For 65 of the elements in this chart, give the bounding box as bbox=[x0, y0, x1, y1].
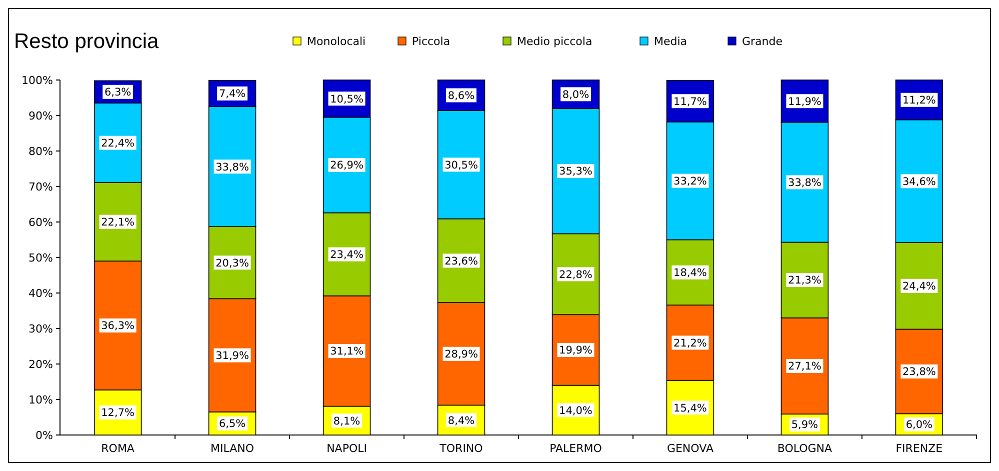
y-tick-label: 90% bbox=[28, 109, 53, 122]
data-label: 22,1% bbox=[101, 216, 135, 228]
y-tick-label: 80% bbox=[28, 144, 53, 158]
data-label: 11,2% bbox=[902, 94, 936, 107]
x-tick-label: BOLOGNA bbox=[777, 442, 833, 455]
legend-label: Grande bbox=[742, 35, 783, 48]
x-tick-label: TORINO bbox=[438, 442, 484, 455]
legend-label: Monolocali bbox=[307, 35, 366, 48]
y-tick-label: 0% bbox=[36, 428, 53, 442]
data-label: 8,0% bbox=[562, 88, 590, 101]
data-label: 33,2% bbox=[674, 175, 707, 188]
data-label: 8,4% bbox=[448, 414, 475, 427]
data-label: 36,3% bbox=[101, 320, 135, 332]
data-label: 10,5% bbox=[330, 93, 364, 106]
data-label: 33,8% bbox=[788, 176, 822, 189]
x-tick-label: PALERMO bbox=[550, 442, 602, 455]
x-tick-label: MILANO bbox=[210, 442, 254, 455]
data-label: 28,9% bbox=[444, 348, 478, 361]
data-label: 6,0% bbox=[906, 419, 933, 432]
data-label: 5,9% bbox=[791, 419, 818, 432]
data-label: 31,1% bbox=[330, 346, 364, 358]
y-tick-label: 30% bbox=[28, 322, 53, 336]
data-label: 14,0% bbox=[559, 404, 592, 417]
data-label: 7,4% bbox=[218, 88, 246, 100]
data-label: 26,9% bbox=[330, 160, 364, 172]
legend-label: Piccola bbox=[412, 35, 450, 48]
data-label: 6,5% bbox=[218, 418, 246, 430]
data-label: 23,8% bbox=[902, 366, 936, 378]
data-label: 34,6% bbox=[902, 176, 936, 188]
data-label: 22,4% bbox=[101, 138, 135, 150]
data-label: 22,8% bbox=[559, 268, 592, 281]
data-label: 24,4% bbox=[902, 280, 936, 293]
y-tick-label: 70% bbox=[28, 180, 53, 194]
data-label: 33,8% bbox=[216, 161, 249, 174]
data-label: 18,4% bbox=[674, 267, 707, 280]
data-label: 23,4% bbox=[330, 248, 364, 261]
data-label: 21,3% bbox=[788, 274, 822, 287]
data-label: 31,9% bbox=[216, 350, 249, 362]
legend-label: Medio piccola bbox=[517, 35, 592, 48]
y-tick-label: 60% bbox=[28, 216, 53, 229]
data-label: 6,3% bbox=[104, 86, 132, 99]
y-tick-label: 20% bbox=[28, 358, 53, 371]
x-tick-label: FIRENZE bbox=[896, 442, 943, 455]
y-tick-label: 40% bbox=[28, 286, 53, 300]
data-label: 15,4% bbox=[674, 402, 707, 414]
data-label: 23,6% bbox=[444, 255, 478, 268]
x-tick-label: ROMA bbox=[101, 442, 135, 455]
data-label: 27,1% bbox=[788, 360, 822, 373]
data-label: 12,7% bbox=[101, 407, 135, 420]
data-label: 8,6% bbox=[448, 90, 475, 102]
legend-label: Media bbox=[654, 35, 688, 48]
y-tick-label: 50% bbox=[28, 251, 53, 264]
data-label: 21,2% bbox=[674, 337, 707, 350]
data-label: 30,5% bbox=[444, 159, 478, 172]
data-label: 11,7% bbox=[674, 96, 707, 108]
data-label: 20,3% bbox=[216, 257, 249, 270]
data-label: 19,9% bbox=[559, 344, 592, 357]
data-label: 8,1% bbox=[333, 415, 360, 428]
y-tick-label: 100% bbox=[22, 74, 53, 87]
x-tick-label: GENOVA bbox=[666, 442, 714, 455]
chart-title: Resto provincia bbox=[14, 30, 160, 53]
data-label: 35,3% bbox=[559, 166, 592, 178]
data-label: 11,9% bbox=[788, 96, 822, 108]
y-tick-label: 10% bbox=[28, 393, 53, 406]
x-tick-label: NAPOLI bbox=[326, 442, 367, 455]
